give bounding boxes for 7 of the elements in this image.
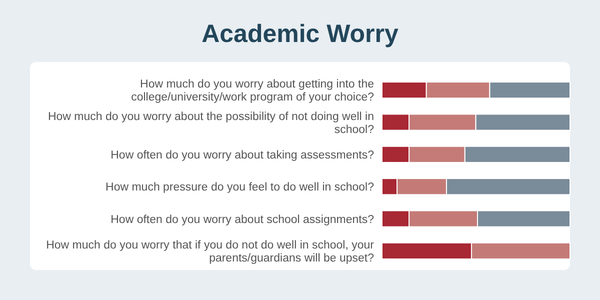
y-tick-label: How much do you worry about the possibility of not doing well in school? — [48, 110, 374, 136]
chart-title: Academic Worry — [202, 20, 399, 48]
y-tick-label: How often do you worry about taking assessments? — [110, 149, 374, 162]
y-tick-label: How much do you worry about getting into the college/university/work program of your choice? — [131, 78, 374, 104]
y-tick-label: How much pressure do you feel to do well in school? — [106, 182, 374, 194]
y-tick-label: How much do you worry that if you do not do well in school, your parents/guardians will be upset? — [46, 239, 374, 264]
y-tick-label: How often do you worry about school assignments? — [110, 214, 374, 226]
